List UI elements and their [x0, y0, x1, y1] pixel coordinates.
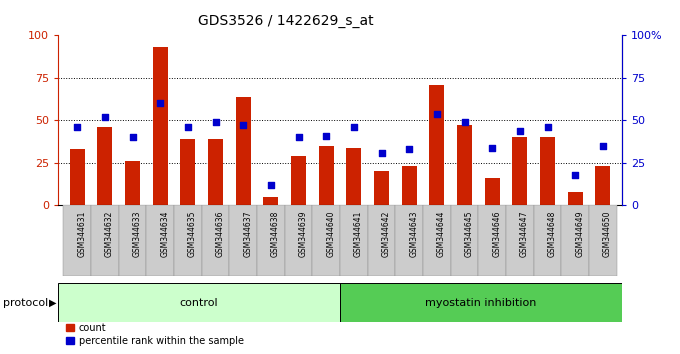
- Bar: [263, 197, 278, 205]
- Point: [514, 128, 525, 133]
- Point: [321, 133, 332, 138]
- Bar: [318, 146, 334, 205]
- Bar: [285, 205, 312, 276]
- Point: [542, 124, 553, 130]
- Bar: [235, 97, 251, 205]
- Bar: [125, 161, 140, 205]
- Bar: [568, 192, 583, 205]
- Point: [238, 122, 249, 128]
- Bar: [429, 85, 445, 205]
- Point: [155, 101, 166, 106]
- Bar: [202, 205, 229, 276]
- Bar: [174, 205, 202, 276]
- Text: myostatin inhibition: myostatin inhibition: [426, 298, 537, 308]
- Text: GSM344633: GSM344633: [133, 211, 141, 257]
- Bar: [312, 205, 340, 276]
- Bar: [485, 178, 500, 205]
- Point: [293, 135, 304, 140]
- Bar: [91, 205, 119, 276]
- Text: ▶: ▶: [49, 298, 56, 308]
- Bar: [561, 205, 589, 276]
- Text: GSM344645: GSM344645: [464, 211, 473, 257]
- Bar: [119, 205, 146, 276]
- Bar: [208, 139, 223, 205]
- Bar: [395, 205, 423, 276]
- Bar: [402, 166, 417, 205]
- Bar: [478, 205, 506, 276]
- Text: control: control: [180, 298, 218, 308]
- Bar: [589, 205, 617, 276]
- Bar: [374, 171, 389, 205]
- Text: GSM344649: GSM344649: [575, 211, 584, 257]
- Text: GSM344631: GSM344631: [77, 211, 86, 257]
- Bar: [534, 205, 561, 276]
- Bar: [512, 137, 528, 205]
- Bar: [346, 148, 362, 205]
- Text: protocol: protocol: [3, 298, 49, 308]
- Point: [598, 143, 609, 149]
- Text: GSM344647: GSM344647: [520, 211, 529, 257]
- Bar: [368, 205, 395, 276]
- Point: [376, 150, 387, 155]
- Point: [431, 111, 442, 116]
- Bar: [229, 205, 257, 276]
- Bar: [451, 205, 478, 276]
- Bar: [506, 205, 534, 276]
- Text: GSM344648: GSM344648: [547, 211, 556, 257]
- Bar: [423, 205, 451, 276]
- Bar: [595, 166, 611, 205]
- Point: [99, 114, 110, 120]
- Bar: [58, 283, 340, 322]
- Bar: [340, 205, 368, 276]
- Text: GSM344635: GSM344635: [188, 211, 197, 257]
- Text: GSM344642: GSM344642: [381, 211, 390, 257]
- Bar: [146, 205, 174, 276]
- Point: [404, 147, 415, 152]
- Bar: [291, 156, 306, 205]
- Bar: [63, 205, 91, 276]
- Text: GSM344641: GSM344641: [354, 211, 363, 257]
- Text: GSM344632: GSM344632: [105, 211, 114, 257]
- Bar: [152, 47, 168, 205]
- Legend: count, percentile rank within the sample: count, percentile rank within the sample: [66, 323, 243, 346]
- Text: GSM344637: GSM344637: [243, 211, 252, 257]
- Bar: [457, 125, 472, 205]
- Point: [71, 124, 82, 130]
- Bar: [97, 127, 112, 205]
- Bar: [180, 139, 195, 205]
- Point: [459, 119, 470, 125]
- Text: GDS3526 / 1422629_s_at: GDS3526 / 1422629_s_at: [198, 14, 373, 28]
- Text: GSM344646: GSM344646: [492, 211, 501, 257]
- Text: GSM344644: GSM344644: [437, 211, 446, 257]
- Text: GSM344650: GSM344650: [603, 211, 612, 257]
- Bar: [69, 149, 85, 205]
- Point: [127, 135, 138, 140]
- Bar: [340, 283, 622, 322]
- Point: [570, 172, 581, 178]
- Point: [487, 145, 498, 150]
- Bar: [257, 205, 285, 276]
- Point: [265, 182, 276, 188]
- Bar: [540, 137, 555, 205]
- Text: GSM344636: GSM344636: [216, 211, 224, 257]
- Text: GSM344643: GSM344643: [409, 211, 418, 257]
- Text: GSM344634: GSM344634: [160, 211, 169, 257]
- Point: [210, 119, 221, 125]
- Point: [182, 124, 193, 130]
- Text: GSM344639: GSM344639: [299, 211, 307, 257]
- Text: GSM344640: GSM344640: [326, 211, 335, 257]
- Text: GSM344638: GSM344638: [271, 211, 280, 257]
- Point: [348, 124, 359, 130]
